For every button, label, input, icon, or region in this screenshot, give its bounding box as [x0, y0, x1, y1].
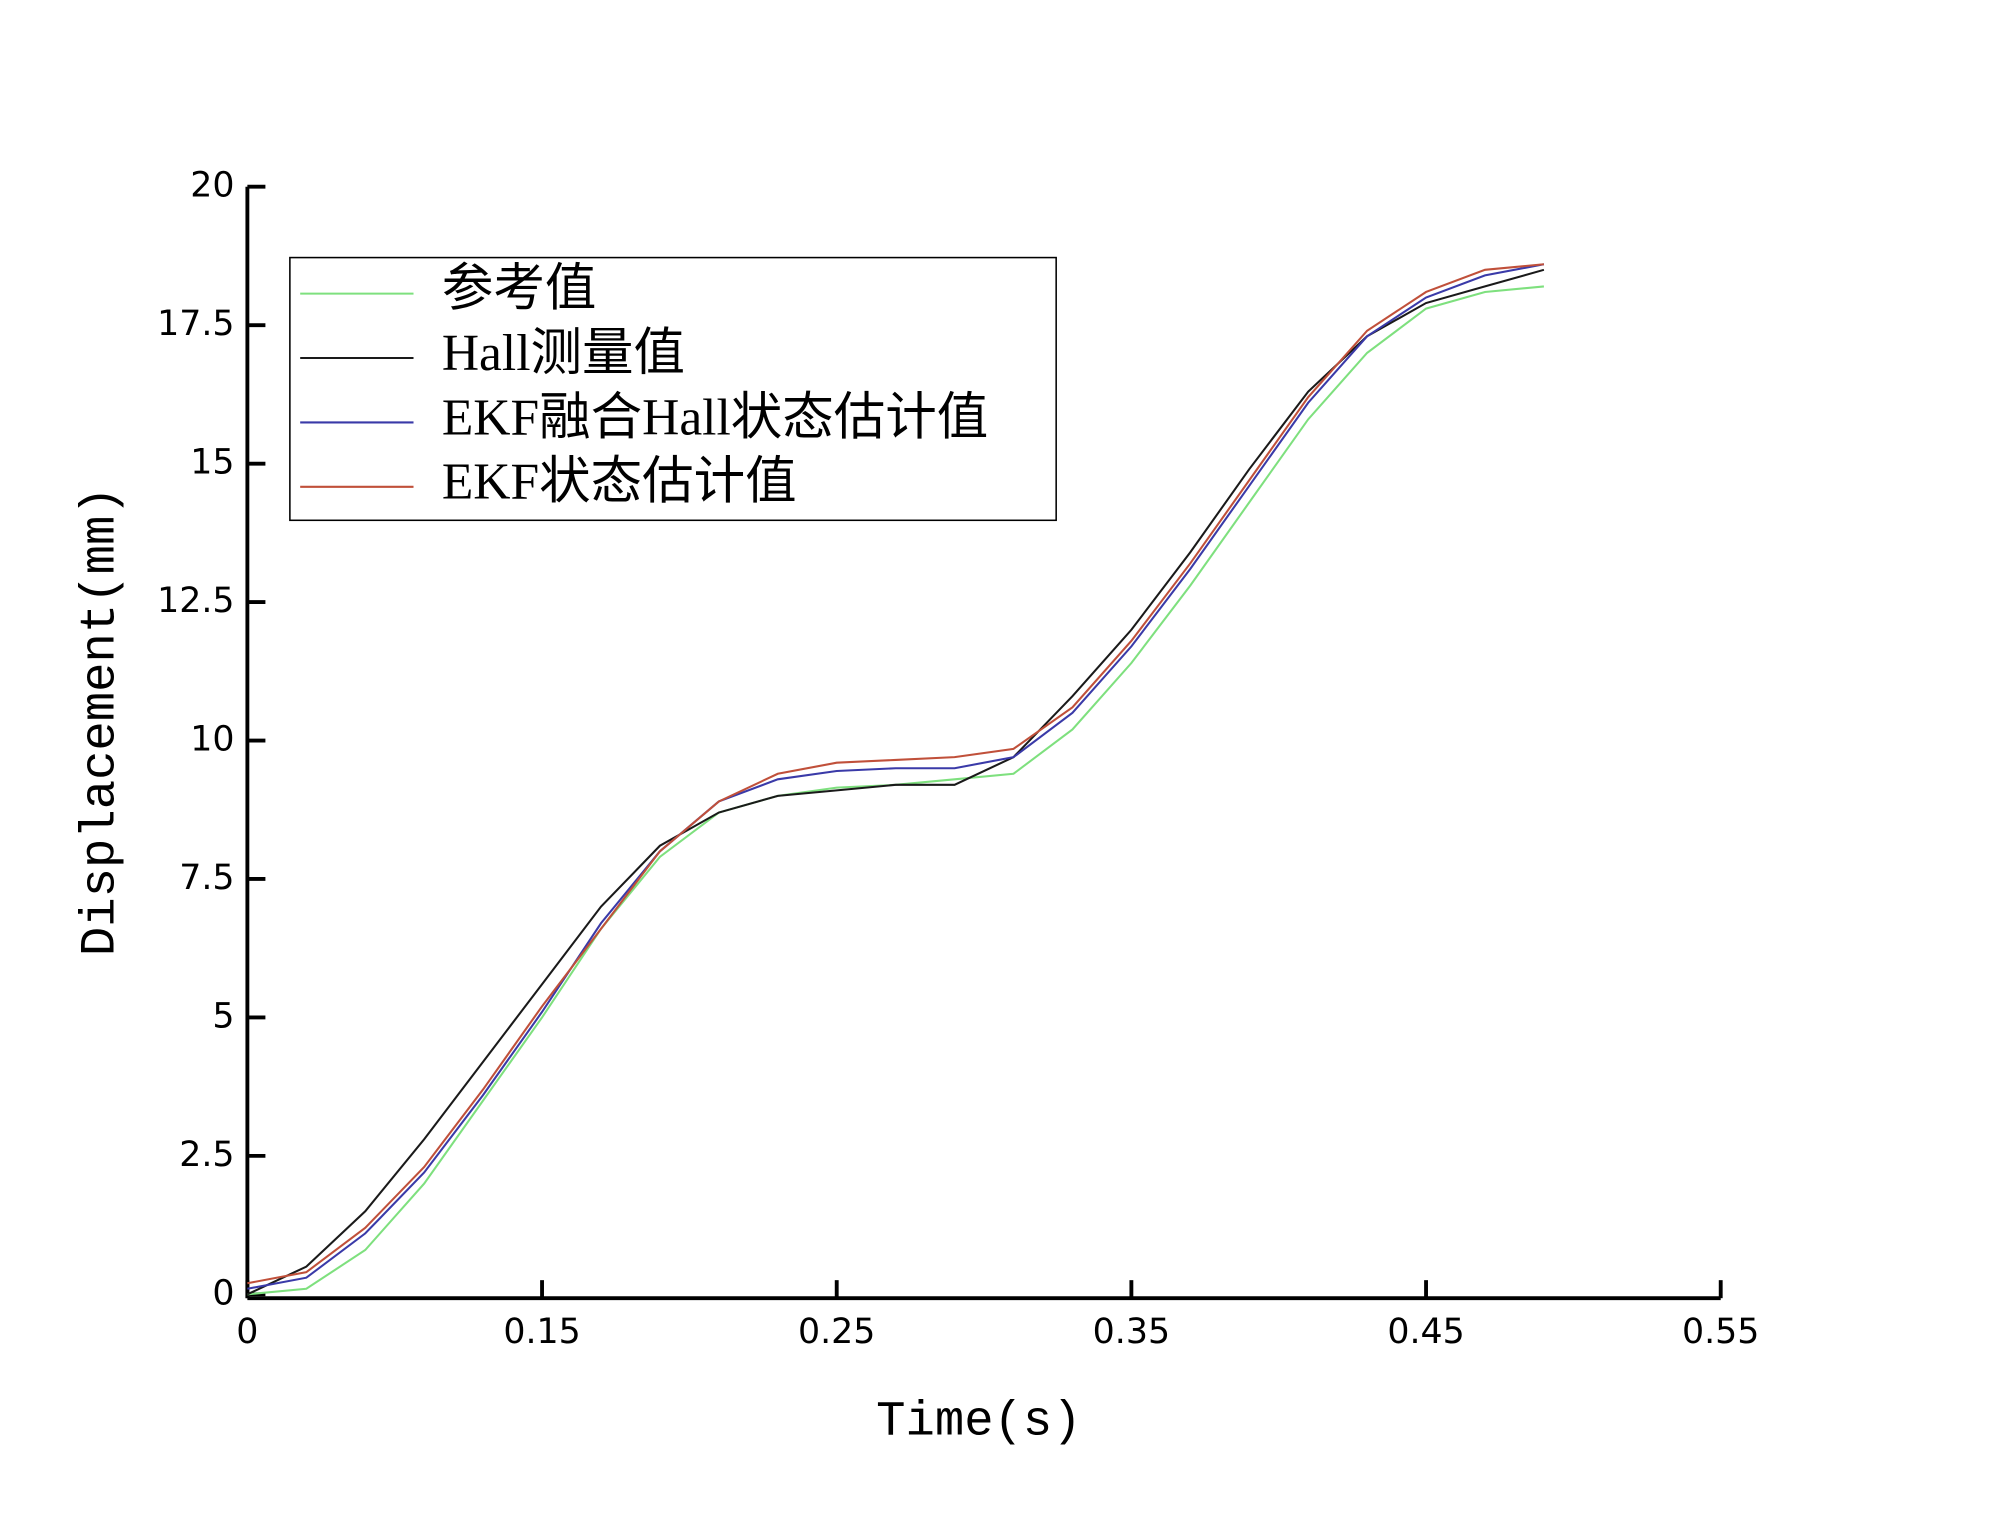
x-tick-label: 0.45: [1387, 1312, 1464, 1352]
legend-label: Hall测量值: [442, 325, 685, 382]
x-axis-title: Time(s): [876, 1394, 1082, 1450]
y-tick-label: 10: [190, 720, 234, 760]
y-tick-label: 17.5: [157, 304, 234, 344]
x-tick-label: 0.15: [503, 1312, 580, 1352]
series-line: [247, 263, 1545, 1285]
y-tick-label: 0: [212, 1273, 234, 1313]
y-tick-label: 15: [190, 443, 234, 483]
series-line: [247, 263, 1545, 1290]
x-tick-label: 0: [236, 1312, 258, 1352]
x-tick-label: 0.55: [1682, 1312, 1759, 1352]
x-tick-label: 0.35: [1093, 1312, 1170, 1352]
legend-box: [289, 256, 1057, 522]
series-line: [246, 268, 1545, 1296]
y-tick-label: 2.5: [179, 1135, 234, 1175]
x-tick-label: 0.25: [798, 1312, 875, 1352]
y-tick-label: 20: [190, 166, 234, 206]
y-tick-label: 12.5: [157, 581, 234, 621]
legend-label: 参考值: [442, 260, 597, 317]
legend-label: EKF状态估计值: [442, 454, 797, 511]
legend-label: EKF融合Hall状态估计值: [442, 389, 988, 446]
y-tick-label: 7.5: [179, 858, 234, 898]
y-tick-label: 5: [212, 996, 234, 1036]
y-axis-title: Displacement(mm): [72, 486, 128, 956]
